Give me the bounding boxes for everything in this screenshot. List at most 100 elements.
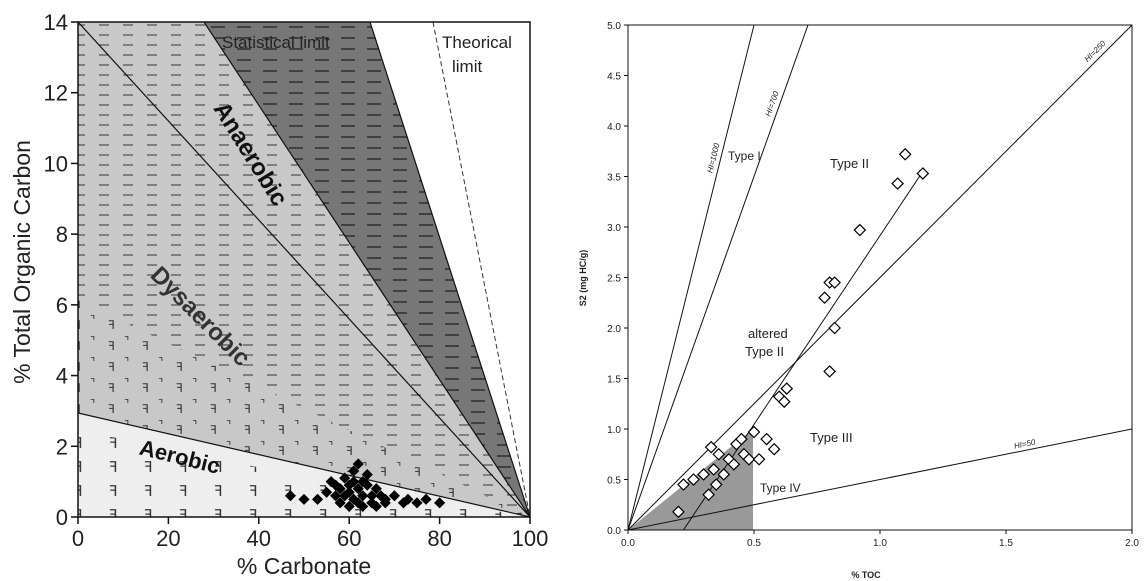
left-plot-frame [77, 21, 531, 518]
left-data-point [402, 493, 414, 505]
left-x-tick-label-5: 100 [512, 526, 549, 551]
aerobic-s-pattern [78, 430, 530, 517]
right-y-tick-label-6: 3.0 [607, 223, 621, 234]
left-y-tick-label-6: 12 [44, 81, 68, 106]
right-data-point [747, 425, 761, 439]
right-x-tick-label-0: 0.0 [621, 538, 635, 549]
hi-line-0 [628, 25, 755, 530]
theorical-limit-label-line1: Theorical [442, 33, 512, 52]
hi-line-2 [628, 25, 1132, 530]
right-data-point [702, 488, 715, 501]
zone-boundary-aerobic [78, 412, 530, 517]
right-data-point [717, 468, 731, 481]
right-y-tick-label-4: 2.0 [607, 324, 621, 335]
right-data-point [828, 276, 841, 289]
left-y-tick-label-4: 8 [56, 222, 68, 247]
left-data-point [370, 500, 382, 512]
right-data-point [709, 478, 723, 491]
right-data-point [735, 432, 748, 446]
right-data-point [823, 365, 836, 378]
statistical-limit-line [203, 22, 530, 517]
left-data-point [420, 493, 432, 505]
right-data-point [916, 167, 930, 180]
left-y-tick-label-0: 0 [56, 505, 68, 530]
left-data-point [334, 497, 346, 509]
hi-lines: HI=1000 HI=700 HI=250 HI=50 [628, 25, 1132, 530]
left-data-point [411, 497, 423, 509]
right-x-tick-label-2: 1.0 [873, 538, 887, 549]
right-y-tick-label-1: 0.5 [607, 476, 621, 487]
left-data-point [284, 490, 297, 502]
left-data-point [339, 472, 351, 484]
right-data-point [704, 440, 718, 454]
left-data-point [343, 486, 355, 498]
hi-line-label-0: HI=1000 [705, 142, 721, 174]
left-data-point [348, 465, 360, 477]
left-x-tick-label-2: 40 [247, 526, 271, 551]
left-data-points [284, 458, 446, 512]
left-chart: 0 20 40 60 80 100 0 2 4 6 8 10 12 14 Statistical limi… [9, 10, 548, 579]
right-data-point [898, 147, 912, 161]
left-x-tick-label-1: 20 [156, 526, 180, 551]
left-data-point [361, 479, 373, 491]
left-data-point [379, 497, 391, 509]
left-y-tick-label-7: 14 [44, 10, 68, 35]
left-x-axis-title: % Carbonate [237, 553, 371, 579]
type-i-label: Type I [728, 149, 761, 163]
right-y-tick-label-0: 0.0 [607, 526, 621, 537]
left-data-point [352, 458, 364, 470]
right-y-tick-label-8: 4.0 [607, 122, 621, 133]
right-data-point [767, 442, 781, 456]
right-data-point [727, 458, 741, 471]
right-x-tick-label-3: 1.5 [999, 538, 1013, 549]
right-data-point [742, 452, 756, 466]
right-y-tick-label-10: 5.0 [607, 21, 621, 32]
left-data-point [370, 483, 382, 495]
right-x-axis-title: % TOC [851, 570, 881, 580]
right-data-point [752, 452, 766, 466]
right-data-point [760, 432, 773, 446]
left-data-point [352, 483, 364, 495]
hi-line-1 [628, 25, 809, 530]
anaerobic-boundary [369, 22, 530, 517]
type-iv-label: Type IV [760, 481, 801, 495]
right-chart: HI=1000 HI=700 HI=250 HI=50 0.0 0.5 1.0 1.5 2.0… [578, 21, 1139, 580]
right-y-axis-title: S2 (mg HC/g) [578, 250, 588, 307]
left-axes: 0 20 40 60 80 100 0 2 4 6 8 10 12 14 [44, 10, 549, 551]
type-iii-label: Type III [810, 430, 853, 445]
hi-line-label-1: HI=700 [764, 90, 781, 118]
left-x-tick-label-3: 60 [337, 526, 361, 551]
left-data-point [348, 476, 360, 488]
left-y-tick-label-1: 2 [56, 434, 68, 459]
right-data-points [672, 147, 930, 519]
left-data-point [311, 493, 324, 505]
right-data-point [672, 505, 685, 519]
altered-type-ii-label-line2: Type II [745, 344, 784, 359]
right-x-tick-label-4: 2.0 [1125, 538, 1139, 549]
left-data-point [357, 500, 369, 512]
type-ii-label: Type II [830, 156, 869, 171]
left-y-axis-title: % Total Organic Carbon [9, 140, 35, 384]
hi-line-label-3: HI=50 [1013, 438, 1036, 451]
right-y-tick-label-2: 1.0 [607, 425, 621, 436]
right-data-point [780, 382, 794, 395]
left-y-tick-label-5: 10 [44, 151, 68, 176]
right-data-point [853, 223, 867, 237]
right-data-point [707, 463, 721, 476]
left-data-point [357, 490, 369, 502]
hi-line-label-2: HI=250 [1083, 39, 1108, 64]
left-data-point [434, 497, 446, 509]
theorical-limit-label-line2: limit [452, 57, 482, 76]
altered-type-ii-label-line1: altered [748, 326, 788, 341]
right-data-point [677, 478, 690, 491]
right-data-point [818, 291, 831, 305]
left-data-point [361, 469, 373, 481]
left-data-point [343, 500, 355, 512]
left-x-tick-label-4: 80 [427, 526, 451, 551]
dysaerobic-s-pattern [78, 300, 530, 517]
left-data-point [388, 490, 400, 502]
right-x-tick-label-1: 0.5 [747, 538, 761, 549]
right-y-tick-label-9: 4.5 [607, 72, 621, 83]
left-data-point [334, 483, 346, 495]
